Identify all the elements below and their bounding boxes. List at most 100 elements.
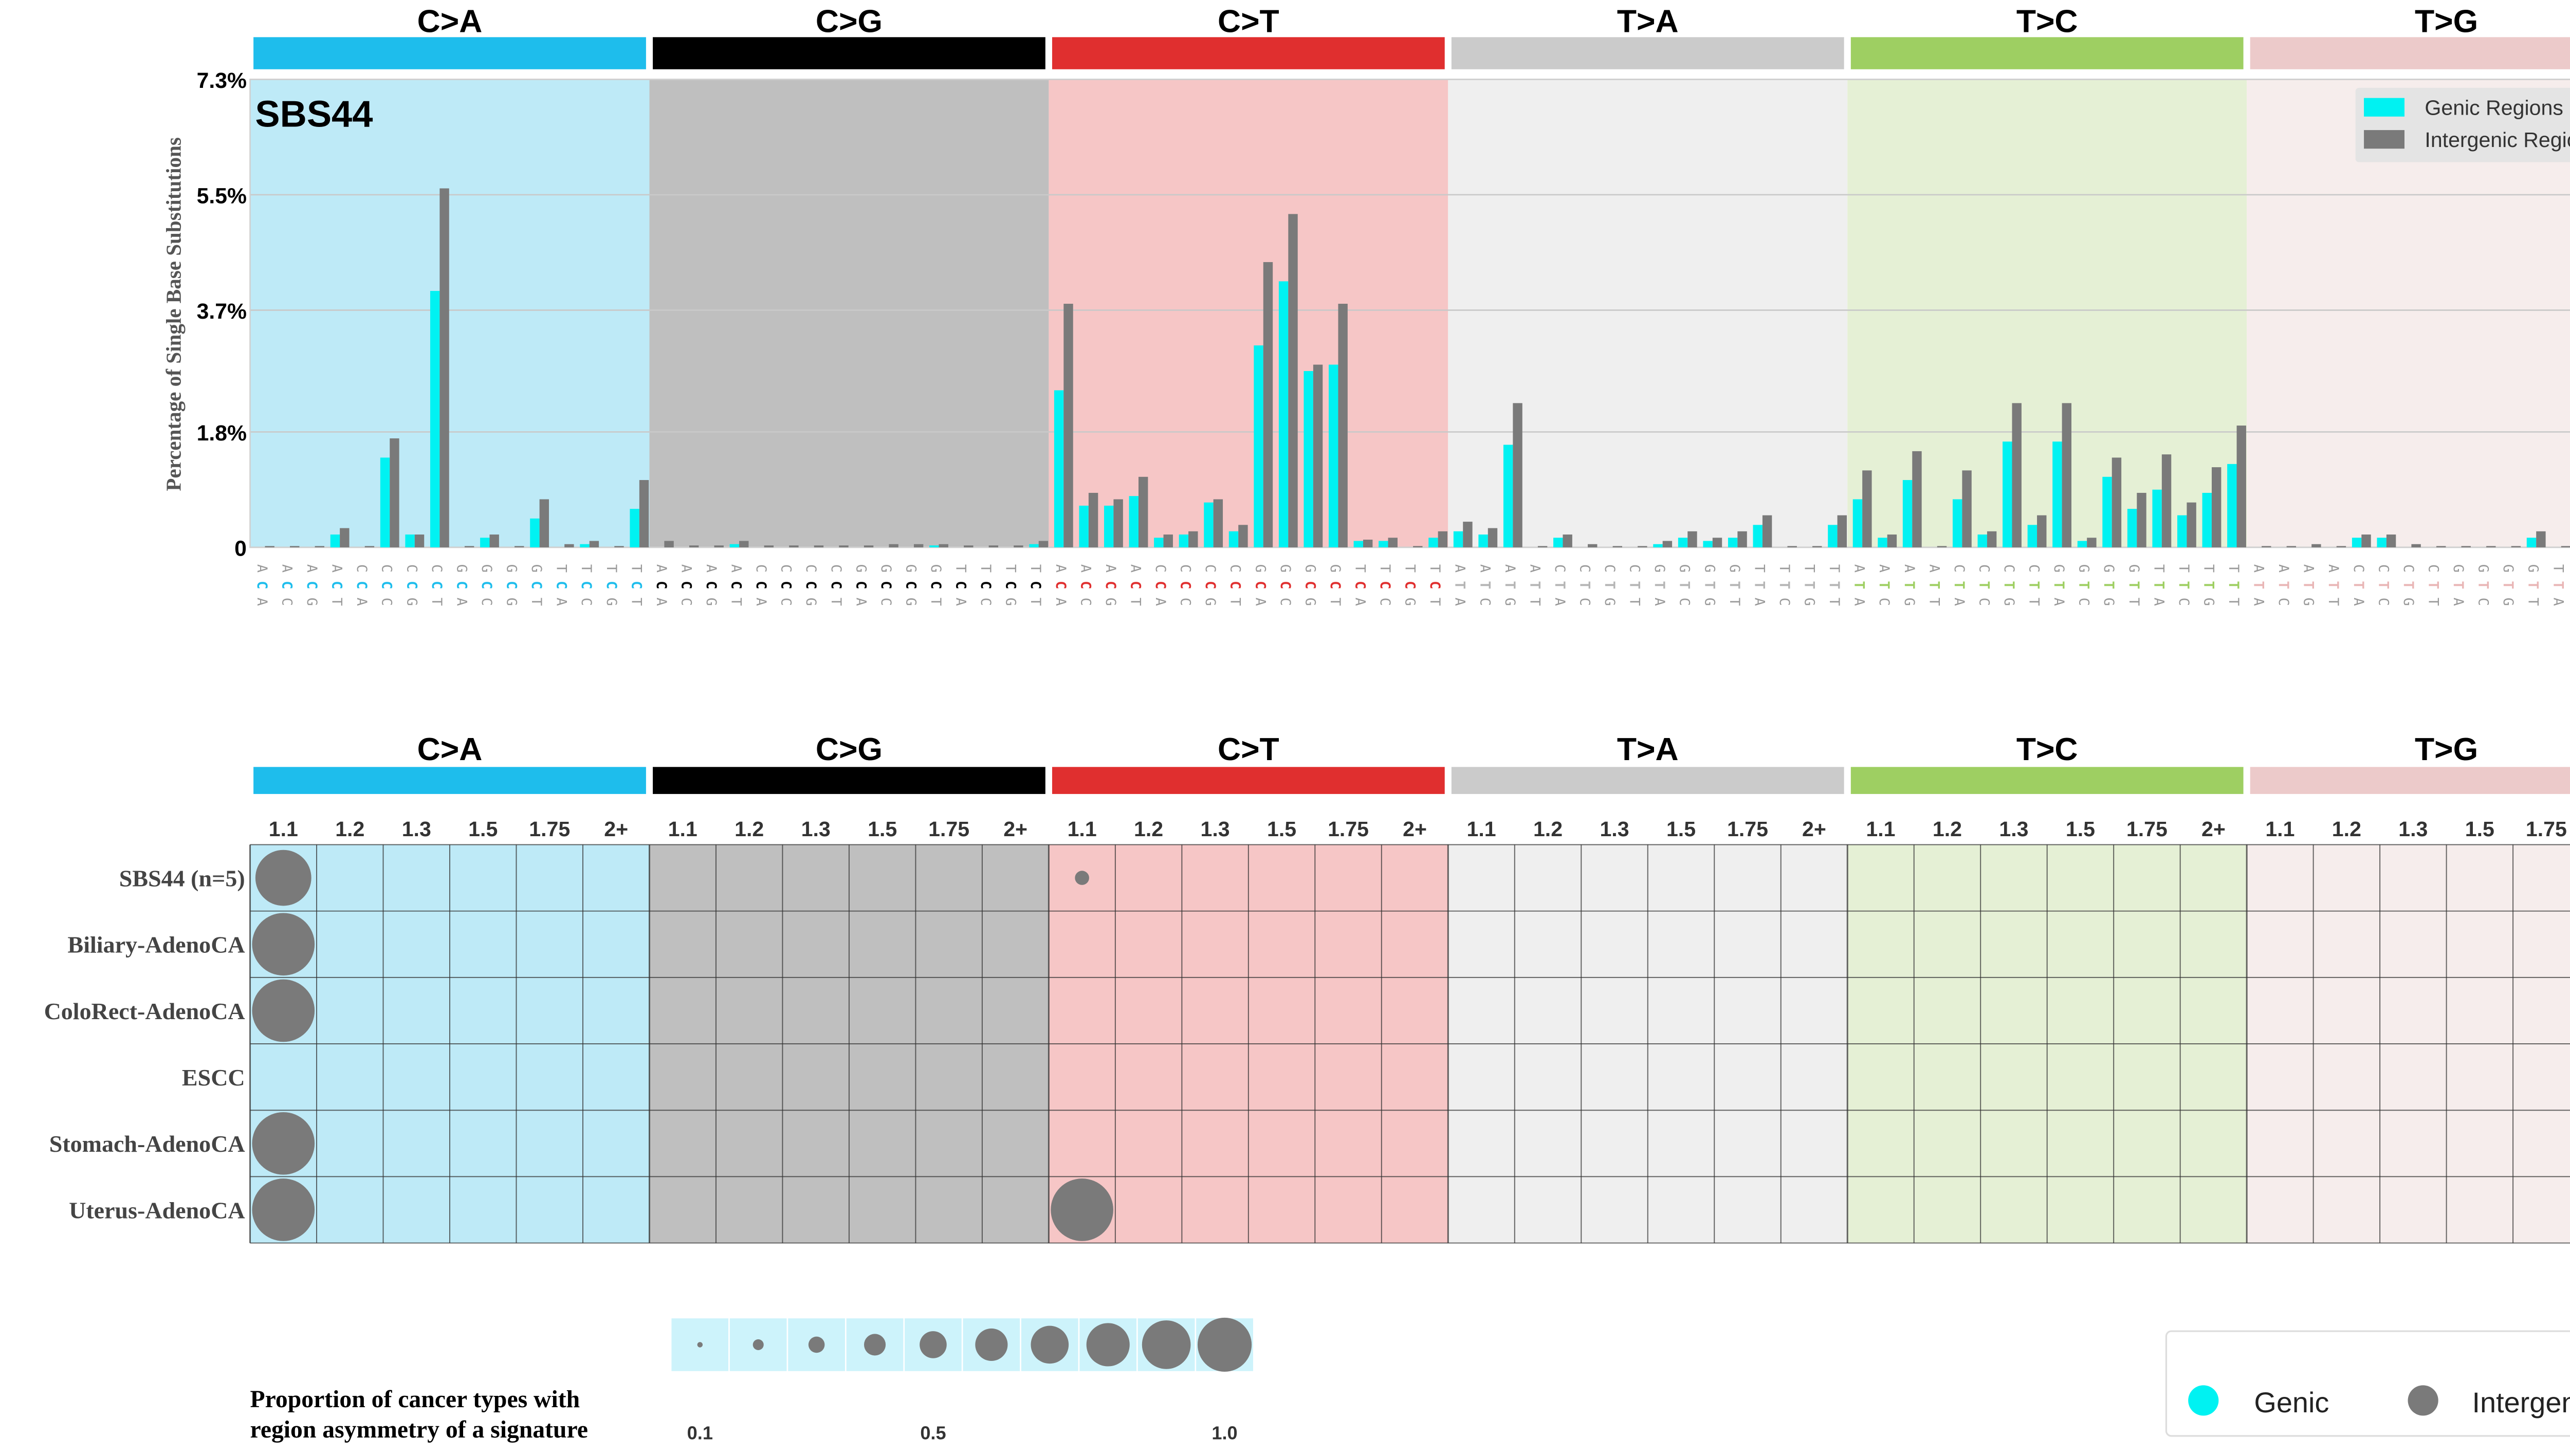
intergenic-bar: [1513, 403, 1522, 547]
context-label: C T A: [1552, 564, 1568, 606]
context-label: A T T: [1926, 564, 1942, 606]
intergenic-bar: [390, 438, 399, 547]
genic-bar: [1553, 538, 1563, 547]
context-label: T T G: [1802, 564, 1818, 606]
genic-bar: [929, 545, 939, 547]
context-label: G C A: [453, 564, 469, 606]
fold-bin-label: 1.75: [529, 817, 570, 841]
intergenic-bar: [2211, 467, 2222, 547]
intergenic-bar: [2087, 538, 2097, 547]
context-label: A C A: [1053, 564, 1069, 606]
fold-bin-label: 1.5: [2066, 817, 2095, 841]
context-label: C C A: [1152, 564, 1168, 606]
genic-bar: [1179, 535, 1189, 547]
context-label: T T C: [1776, 564, 1792, 606]
grid-header-bar-t-to-a: [1451, 767, 1844, 794]
context-label: A T G: [1901, 564, 1917, 606]
size-legend-bubble: [975, 1328, 1008, 1361]
proportion-bubble: [252, 1178, 315, 1241]
proportion-bubble: [1075, 871, 1089, 885]
mutation-type-header-bar-c-to-t: [1052, 37, 1445, 69]
fold-bin-label: 1.1: [1466, 817, 1496, 841]
context-label: A C T: [329, 564, 345, 606]
y-tick-label: 0: [234, 536, 247, 561]
genic-bar: [1428, 538, 1438, 547]
intergenic-bar: [2561, 546, 2570, 547]
fold-bin-label: 2+: [1403, 817, 1427, 841]
intergenic-bar: [1163, 535, 1173, 547]
genic-bar: [1828, 525, 1838, 547]
genic-bar: [1254, 345, 1263, 547]
mutation-type-header-bar-c-to-g: [653, 37, 1045, 69]
genic-bar: [2227, 464, 2237, 547]
proportion-bubble: [1051, 1178, 1113, 1241]
context-label: C T T: [1627, 564, 1643, 606]
intergenic-bar: [2511, 546, 2521, 547]
fold-bin-label: 1.75: [1727, 817, 1768, 841]
fold-bin-label: 2+: [604, 817, 628, 841]
context-label: G T G: [2101, 564, 2117, 606]
intergenic-bar: [2262, 546, 2271, 547]
intergenic-bar: [2411, 544, 2421, 547]
context-label: T C C: [578, 564, 594, 606]
genic-bar: [1653, 544, 1663, 547]
size-legend-bubble: [1031, 1325, 1069, 1364]
legend-intergenic-swatch: [2364, 130, 2404, 149]
section-background-c-to-a: [250, 79, 650, 547]
grid-mutation-type-label-c-to-g: C>G: [816, 731, 883, 767]
section-background-c-to-g: [649, 79, 1049, 547]
context-label: C C A: [354, 564, 370, 606]
y-axis-label: Percentage of Single Base Substitutions: [162, 137, 186, 491]
intergenic-bar: [1313, 364, 1323, 547]
intergenic-bar: [1537, 546, 1548, 547]
context-label: A T T: [2325, 564, 2341, 606]
context-label: T T A: [1751, 564, 1767, 606]
intergenic-bar: [1188, 531, 1198, 547]
fold-bin-label: 1.1: [1068, 817, 1097, 841]
context-label: A T A: [1851, 564, 1867, 606]
context-label: T C G: [1402, 564, 1418, 606]
intergenic-bar: [1687, 531, 1697, 547]
context-label: C C G: [403, 564, 419, 606]
plot-frame: [249, 79, 2570, 548]
context-label: C C A: [753, 564, 769, 606]
genic-bar: [2177, 515, 2187, 547]
context-label: G T A: [2450, 564, 2466, 606]
genic-bar: [430, 291, 440, 547]
context-label: G T C: [1677, 564, 1693, 606]
intergenic-bar: [1638, 546, 1647, 547]
intergenic-bar: [1088, 492, 1098, 547]
intergenic-bar: [439, 188, 449, 547]
intergenic-bar: [839, 545, 849, 547]
fold-bin-label: 1.1: [1866, 817, 1895, 841]
context-label: C C C: [778, 564, 794, 606]
fold-bin-label: 1.3: [1600, 817, 1629, 841]
fold-bin-label: 2+: [1802, 817, 1826, 841]
intergenic-bar: [2161, 454, 2172, 547]
context-label: A T G: [1502, 564, 1518, 606]
row-label: ColoRect-AdenoCA: [44, 998, 245, 1024]
context-label: G C G: [1302, 564, 1318, 606]
intergenic-bar: [1787, 546, 1797, 547]
context-label: A C G: [703, 564, 719, 606]
genic-bar: [405, 535, 415, 547]
grid-header-bar-c-to-a: [253, 767, 646, 794]
fold-bin-label: 1.1: [668, 817, 697, 841]
genic-bar: [630, 509, 639, 547]
context-label: A C G: [1103, 564, 1118, 606]
fold-bin-label: 1.3: [801, 817, 831, 841]
genic-bar: [1329, 364, 1338, 547]
intergenic-bar: [2486, 546, 2496, 547]
legend-genic-label: Genic Regions: [2425, 96, 2563, 120]
size-legend-title-line1: Proportion of cancer types with: [250, 1386, 580, 1413]
color-legend-genic-label: Genic: [2254, 1386, 2329, 1418]
genic-bar: [1029, 544, 1039, 547]
context-label: A C A: [653, 564, 669, 606]
fold-bin-label: 2+: [1003, 817, 1027, 841]
fold-bin-label: 1.75: [928, 817, 969, 841]
size-legend-bubble: [1142, 1320, 1191, 1369]
intergenic-bar: [939, 544, 948, 547]
context-label: C T T: [2026, 564, 2042, 606]
fold-bin-label: 1.75: [2526, 817, 2567, 841]
color-legend-genic-dot: [2188, 1385, 2219, 1416]
